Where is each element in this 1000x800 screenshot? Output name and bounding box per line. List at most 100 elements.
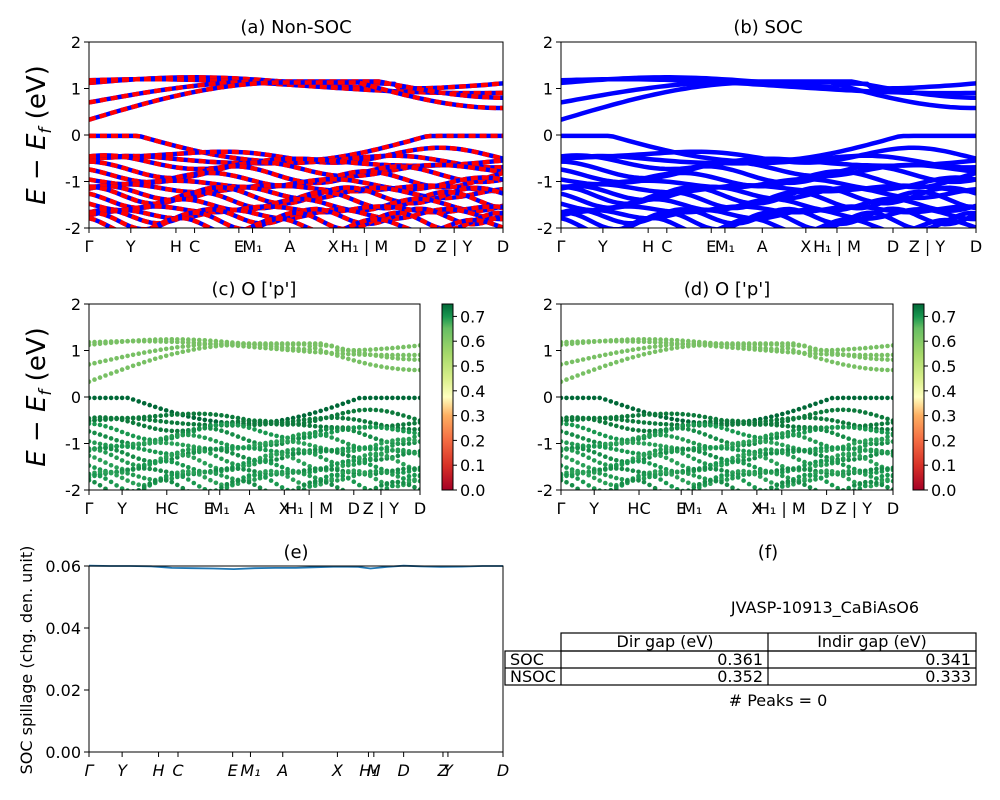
- band-point: [412, 477, 417, 482]
- band-point: [318, 341, 324, 346]
- band-point: [658, 443, 663, 449]
- band-point: [879, 367, 885, 373]
- band-point: [708, 478, 713, 484]
- band-point: [390, 345, 395, 351]
- band-point: [680, 418, 685, 424]
- k-point-label: D: [497, 761, 509, 780]
- k-point-label: Γ: [85, 499, 94, 518]
- band-point: [561, 472, 564, 478]
- band-point: [774, 342, 780, 347]
- band-point: [840, 424, 846, 430]
- band-point: [846, 363, 851, 368]
- band-line: [89, 215, 503, 228]
- band-point: [597, 471, 602, 476]
- colorbar-tick-label: 0.6: [460, 332, 485, 351]
- band-point: [373, 353, 379, 358]
- band-point: [219, 447, 224, 453]
- band-point: [219, 343, 224, 348]
- band-point: [307, 480, 313, 486]
- band-point: [791, 479, 796, 484]
- band-point: [630, 450, 636, 456]
- band-point: [158, 406, 163, 412]
- band-point: [840, 407, 846, 413]
- band-point: [208, 426, 213, 431]
- band-point: [274, 462, 279, 468]
- band-point: [186, 340, 191, 345]
- band-point: [379, 425, 384, 431]
- band-point: [257, 473, 263, 478]
- band-point: [384, 470, 390, 476]
- y-tick-label: -2: [65, 219, 81, 238]
- band-point: [296, 485, 301, 490]
- band-point: [630, 427, 636, 433]
- band-point: [614, 423, 619, 429]
- k-point-label: Y: [443, 761, 454, 780]
- band-point: [796, 415, 802, 421]
- band-point: [169, 459, 175, 465]
- band-point: [885, 438, 890, 443]
- band-point: [89, 446, 92, 452]
- band-point: [131, 491, 136, 496]
- band-point: [564, 472, 569, 478]
- band-point: [97, 339, 103, 345]
- band-point: [603, 363, 608, 369]
- band-point: [290, 455, 296, 461]
- band-line: [561, 159, 976, 181]
- band-point: [136, 399, 141, 404]
- band-point: [763, 469, 768, 475]
- band-point: [614, 338, 619, 344]
- band-point: [652, 349, 658, 355]
- band-point: [241, 461, 246, 466]
- band-point: [406, 449, 412, 454]
- band-point: [412, 395, 417, 401]
- band-point: [323, 415, 329, 421]
- panel-c-title: (c) O ['p']: [212, 279, 297, 300]
- band-point: [219, 466, 224, 472]
- band-point: [641, 420, 647, 425]
- band-point: [829, 350, 835, 355]
- band-point: [708, 466, 713, 472]
- band-point: [647, 461, 652, 466]
- band-point: [741, 439, 746, 445]
- band-point: [564, 377, 569, 382]
- band-point: [824, 468, 829, 474]
- band-line: [561, 181, 976, 195]
- band-line-dashed: [89, 181, 503, 195]
- band-point: [329, 426, 335, 432]
- band-point: [746, 451, 752, 457]
- band-point: [141, 338, 147, 344]
- band-point: [257, 428, 263, 434]
- band-point: [829, 408, 835, 413]
- band-point: [412, 484, 417, 490]
- panel-a-title: (a) Non-SOC: [240, 17, 351, 38]
- band-point: [412, 420, 417, 426]
- band-point: [840, 462, 846, 468]
- band-point: [246, 473, 252, 478]
- band-point: [335, 353, 340, 358]
- band-point: [857, 426, 863, 431]
- band-point: [691, 473, 697, 478]
- band-point: [274, 433, 279, 439]
- band-point: [346, 446, 351, 451]
- band-point: [802, 472, 807, 478]
- band-point: [114, 465, 119, 470]
- band-point: [290, 477, 296, 483]
- band-point: [340, 401, 346, 407]
- band-point: [769, 418, 774, 423]
- band-point: [697, 413, 702, 419]
- band-point: [235, 423, 241, 428]
- band-point: [686, 453, 691, 459]
- band-point: [163, 459, 169, 464]
- band-point: [323, 457, 329, 463]
- band-point: [561, 477, 564, 483]
- band-point: [619, 402, 625, 408]
- band-point: [780, 484, 785, 489]
- band-point: [647, 420, 652, 426]
- band-point: [724, 472, 730, 478]
- band-point: [373, 424, 379, 430]
- band-point: [346, 409, 351, 415]
- band-point: [863, 483, 868, 488]
- band-point: [152, 356, 158, 362]
- band-point: [879, 474, 885, 479]
- band-point: [235, 453, 241, 458]
